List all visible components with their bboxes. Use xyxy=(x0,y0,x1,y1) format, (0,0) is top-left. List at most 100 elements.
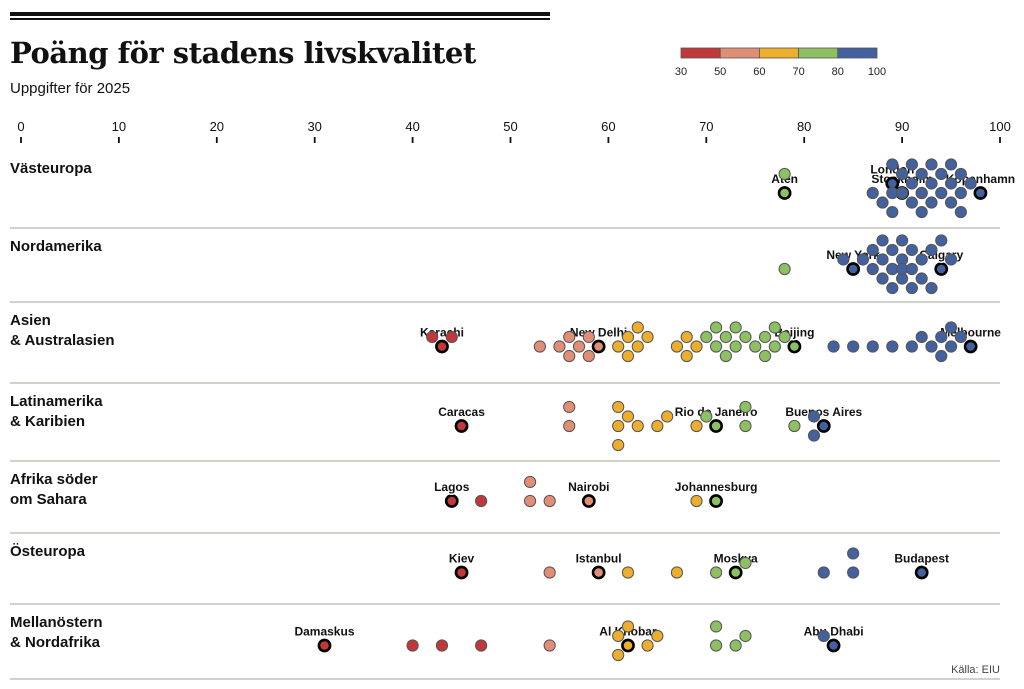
city-dot xyxy=(621,349,635,363)
highlight-dot xyxy=(846,262,861,276)
city-dot xyxy=(749,340,762,353)
city-dot xyxy=(729,340,742,353)
city-dot xyxy=(661,410,674,423)
region-label: & Australasien xyxy=(10,332,114,349)
city-dot xyxy=(670,566,684,579)
city-label: Caracas xyxy=(438,405,485,419)
city-dot xyxy=(612,400,625,414)
city-dot xyxy=(719,349,732,363)
city-label: Buenos Aires xyxy=(785,405,862,419)
city-dot xyxy=(778,167,791,181)
city-dot xyxy=(876,196,889,209)
city-dot xyxy=(935,186,948,200)
city-label: Kiev xyxy=(449,552,475,566)
city-dot xyxy=(935,349,948,363)
city-dot xyxy=(925,281,938,295)
highlight-dot xyxy=(581,494,596,508)
city-dot xyxy=(915,253,928,266)
city-dot xyxy=(729,639,742,652)
city-dot xyxy=(612,419,625,433)
city-dot xyxy=(690,419,703,433)
city-dot xyxy=(876,272,889,285)
legend-swatch xyxy=(837,47,878,59)
city-dot xyxy=(788,419,801,433)
city-dot xyxy=(680,349,693,363)
region-label: Latinamerika xyxy=(10,393,103,410)
city-dot xyxy=(700,330,713,344)
x-tick-label: 90 xyxy=(895,119,909,134)
city-dot xyxy=(847,340,860,353)
highlight-dot xyxy=(777,186,792,200)
region-label: Asien xyxy=(10,312,51,329)
city-dot xyxy=(778,330,791,344)
city-dot xyxy=(915,272,928,285)
city-dot xyxy=(905,281,918,295)
city-dot xyxy=(690,340,703,353)
city-dot xyxy=(827,340,840,353)
highlight-dot xyxy=(709,419,723,433)
city-dot xyxy=(944,177,958,190)
city-dot xyxy=(651,419,664,433)
city-dot xyxy=(954,186,967,200)
region-label: Mellanöstern xyxy=(10,614,103,631)
city-dot xyxy=(856,253,870,266)
city-dot xyxy=(739,556,752,570)
city-dot xyxy=(631,340,644,353)
highlight-dot xyxy=(621,638,635,653)
city-label: Lagos xyxy=(434,480,470,494)
city-dot xyxy=(944,340,958,353)
city-dot xyxy=(944,321,958,334)
city-dot xyxy=(905,177,918,190)
city-dot xyxy=(582,349,595,363)
legend-label: 60 xyxy=(753,66,765,78)
x-tick-label: 30 xyxy=(307,119,321,134)
city-dot xyxy=(905,243,918,257)
city-dot xyxy=(631,419,644,433)
region-label: Östeuropa xyxy=(10,543,86,560)
city-dot xyxy=(866,186,879,200)
city-dot xyxy=(817,629,830,643)
city-dot xyxy=(563,330,576,344)
city-dot xyxy=(896,167,909,181)
legend-swatch xyxy=(759,47,800,59)
city-label: Budapest xyxy=(894,552,949,566)
highlight-dot xyxy=(454,419,469,433)
x-tick-label: 100 xyxy=(989,119,1011,134)
city-dot xyxy=(944,158,958,171)
city-dot xyxy=(670,340,684,353)
highlight-dot xyxy=(963,339,978,354)
city-dot xyxy=(847,566,860,579)
city-dot xyxy=(709,340,723,353)
city-dot xyxy=(612,438,625,452)
city-dot xyxy=(631,321,644,334)
city-dot xyxy=(543,566,556,579)
highlight-dot xyxy=(728,565,743,580)
region-label: Afrika söder xyxy=(10,471,98,488)
city-dot xyxy=(944,253,958,266)
city-dot xyxy=(866,340,879,353)
city-dot xyxy=(533,340,546,353)
city-dot xyxy=(905,340,918,353)
city-label: Abu Dhabi xyxy=(804,625,864,639)
city-label: New Delhi xyxy=(570,326,627,340)
city-dot xyxy=(475,494,488,508)
city-dot xyxy=(866,243,879,257)
highlight-dot xyxy=(454,565,469,580)
city-dot xyxy=(572,340,586,353)
top-rule xyxy=(10,12,550,16)
city-dot xyxy=(915,167,928,181)
city-dot xyxy=(475,639,488,652)
city-dot xyxy=(641,330,654,344)
highlight-dot xyxy=(787,339,802,354)
city-dot xyxy=(739,400,752,414)
city-dot xyxy=(553,340,566,353)
x-tick-label: 20 xyxy=(210,119,224,134)
city-dot xyxy=(445,330,458,344)
city-dot xyxy=(905,158,918,171)
city-dot xyxy=(866,262,879,276)
city-dot xyxy=(651,629,664,643)
city-dot xyxy=(739,330,752,344)
city-dot xyxy=(709,321,723,334)
city-dot xyxy=(739,419,752,433)
highlight-dot xyxy=(444,494,459,508)
